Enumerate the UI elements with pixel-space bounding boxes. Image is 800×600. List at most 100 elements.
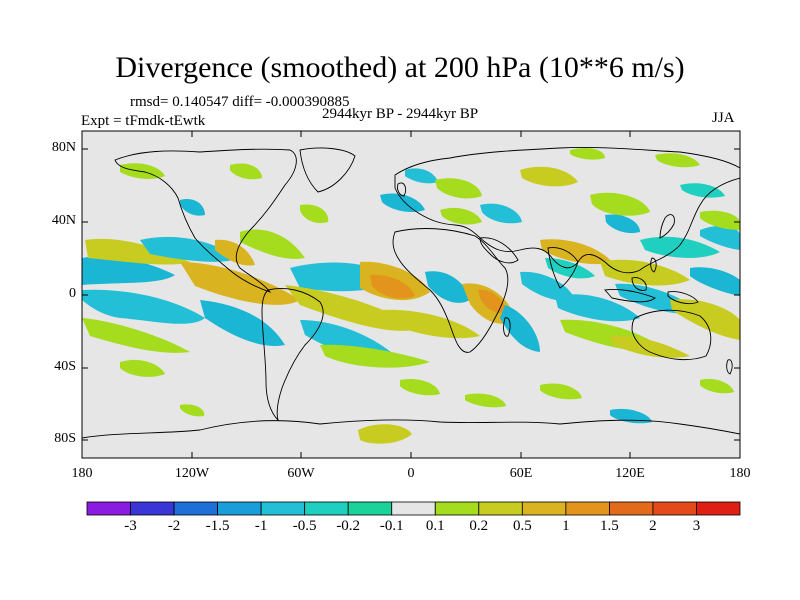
season-label: JJA bbox=[712, 110, 735, 126]
colorbar-swatch bbox=[217, 501, 262, 516]
lon-label: 120W bbox=[174, 466, 210, 481]
colorbar-swatch bbox=[478, 501, 523, 516]
colorbar-label: -1.5 bbox=[205, 518, 230, 534]
coastline-north-america bbox=[114, 148, 297, 293]
coastline-australia bbox=[631, 309, 712, 361]
lon-label: 60E bbox=[509, 466, 533, 481]
divergence-field bbox=[82, 147, 740, 444]
lat-label: 0 bbox=[69, 286, 76, 301]
div-blob bbox=[400, 378, 440, 396]
lon-label: 180 bbox=[71, 466, 93, 481]
colorbar-label: -0.2 bbox=[336, 518, 361, 534]
colorbar-swatch bbox=[130, 501, 175, 516]
coastline-south-america bbox=[261, 288, 324, 422]
colorbar-label: -0.5 bbox=[292, 518, 317, 534]
div-blob bbox=[605, 214, 640, 234]
colorbar-swatch bbox=[565, 501, 610, 516]
div-blob bbox=[465, 393, 506, 408]
div-blob bbox=[85, 238, 190, 265]
axis-ticks bbox=[81, 131, 741, 458]
colorbar-swatch bbox=[304, 501, 349, 516]
experiment-label: Expt = tFmdk-tEwtk bbox=[81, 113, 206, 129]
coastline-india bbox=[547, 247, 579, 289]
colorbar-swatch bbox=[696, 501, 741, 516]
div-blob bbox=[520, 166, 578, 187]
div-blob bbox=[670, 299, 740, 340]
lon-label: 180 bbox=[729, 466, 751, 481]
div-blob bbox=[435, 178, 482, 199]
coastline-africa bbox=[392, 228, 509, 353]
coastline-borneo bbox=[631, 277, 647, 291]
div-blob bbox=[590, 192, 650, 216]
coastline-greenland bbox=[299, 147, 356, 193]
coastline-eurasia bbox=[394, 147, 740, 274]
div-blob bbox=[655, 153, 700, 168]
div-blob bbox=[180, 262, 300, 305]
lat-label: 40S bbox=[54, 359, 76, 374]
colorbar-swatch bbox=[391, 501, 436, 516]
colorbar-label: -0.1 bbox=[379, 518, 404, 534]
coastline-arabia bbox=[479, 237, 519, 264]
div-blob bbox=[320, 344, 430, 368]
coastline-philippines bbox=[650, 257, 657, 273]
colorbar-label: -1 bbox=[254, 518, 268, 534]
div-blob bbox=[570, 147, 605, 160]
div-blob bbox=[610, 408, 652, 424]
div-blob bbox=[500, 305, 540, 352]
div-blob bbox=[540, 239, 612, 265]
coastline-britain bbox=[397, 182, 407, 197]
div-blob bbox=[82, 289, 205, 324]
div-blob bbox=[230, 163, 262, 180]
stats-text: rmsd= 0.140547 diff= -0.000390885 bbox=[130, 94, 350, 110]
div-blob bbox=[120, 359, 165, 377]
colorbar-swatch bbox=[86, 501, 131, 516]
coastline-new-guinea bbox=[667, 291, 699, 305]
coastline-japan bbox=[659, 214, 675, 239]
colorbar-swatch bbox=[521, 501, 567, 516]
colorbar-swatch bbox=[434, 501, 480, 516]
colorbar-label: -3 bbox=[124, 518, 137, 534]
div-blob bbox=[700, 225, 740, 250]
div-blob bbox=[680, 183, 725, 198]
colorbar-label: 0.2 bbox=[469, 518, 489, 534]
div-blob bbox=[180, 404, 205, 417]
div-blob bbox=[300, 204, 329, 224]
div-blob bbox=[380, 193, 425, 213]
div-blob bbox=[180, 199, 205, 216]
colorbar bbox=[86, 501, 741, 516]
div-blob bbox=[380, 309, 480, 339]
div-blob bbox=[480, 203, 522, 224]
colorbar-label: 0.5 bbox=[512, 518, 532, 534]
div-blob bbox=[82, 256, 175, 285]
div-blob bbox=[690, 267, 740, 296]
colorbar-label: 1.5 bbox=[600, 518, 619, 534]
coastline-antarctica bbox=[82, 419, 740, 439]
div-blob bbox=[215, 239, 255, 266]
div-blob bbox=[200, 300, 285, 346]
div-blob bbox=[240, 229, 305, 259]
colorbar-swatch bbox=[652, 501, 697, 516]
div-blob bbox=[555, 294, 640, 322]
div-blob bbox=[425, 271, 470, 303]
colorbar-label: -2 bbox=[167, 518, 181, 534]
div-blob bbox=[140, 236, 240, 262]
div-blob bbox=[610, 335, 690, 358]
div-blob bbox=[358, 424, 412, 444]
div-blob bbox=[600, 259, 690, 286]
lat-label: 80N bbox=[51, 140, 76, 155]
div-blob bbox=[405, 168, 438, 184]
colorbar-label: 3 bbox=[692, 518, 701, 534]
lat-label: 40N bbox=[51, 213, 76, 228]
coastline-indonesia bbox=[604, 289, 656, 303]
colorbar-label: 0.1 bbox=[425, 518, 445, 534]
div-blob bbox=[478, 289, 506, 313]
div-blob bbox=[520, 271, 575, 301]
colorbar-swatch bbox=[260, 501, 306, 516]
lon-label: 120E bbox=[615, 466, 645, 481]
lon-label: 60W bbox=[287, 466, 315, 481]
coastline-new-zealand bbox=[726, 359, 733, 375]
lat-label: 80S bbox=[54, 431, 76, 446]
lon-label: 0 bbox=[407, 466, 415, 481]
div-blob bbox=[440, 207, 482, 225]
